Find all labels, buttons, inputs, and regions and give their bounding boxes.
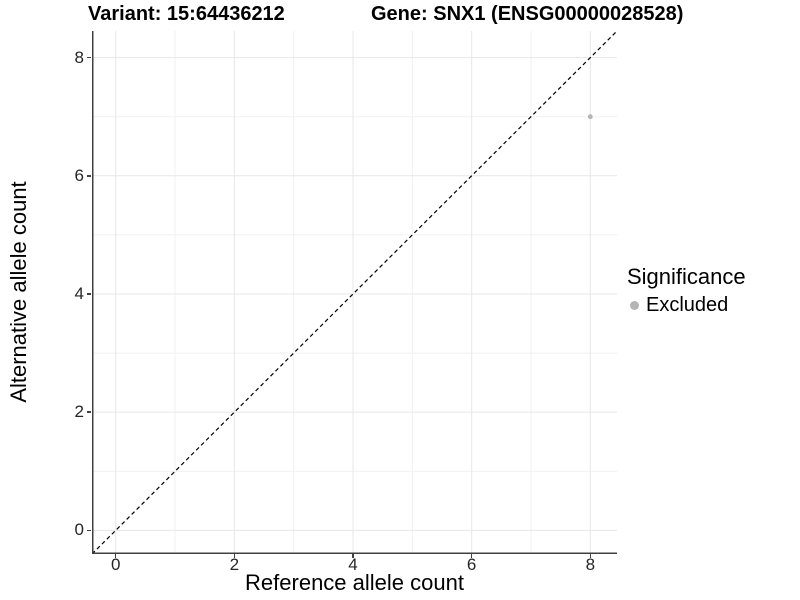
plot-panel [92,31,617,554]
x-tick-label: 0 [110,555,121,574]
legend-point-icon [630,300,639,310]
y-tick-mark [87,411,91,413]
x-axis-title: Reference allele count [245,570,464,595]
x-tick-label: 6 [466,555,477,574]
x-tick-mark [114,554,117,558]
y-tick-label: 8 [74,47,84,67]
y-tick-mark [87,529,91,532]
y-tick-label: 0 [74,520,84,540]
y-tick-label: 2 [74,402,84,422]
variant-title: Variant: 15:64436212 [88,3,285,25]
x-tick-label: 8 [585,555,596,574]
y-tick-mark [87,175,91,177]
gene-title: Gene: SNX1 (ENSG00000028528) [371,3,684,25]
y-tick-label: 6 [74,165,84,185]
data-point [587,114,593,120]
x-tick-mark [470,554,473,558]
legend-items: Excluded [627,293,746,317]
legend-item: Excluded [627,293,746,317]
y-axis-title: Alternative allele count [6,181,31,403]
legend-title: Significance [627,264,746,289]
plot-canvas [92,31,617,554]
y-tick-mark [87,293,91,295]
y-tick-label: 4 [74,283,84,303]
x-tick-label: 4 [348,555,358,574]
y-tick-mark [87,56,91,59]
x-tick-mark [589,554,592,558]
x-tick-mark [233,554,236,558]
x-tick-label: 2 [229,555,240,574]
legend-item-label: Excluded [646,294,729,316]
legend: Significance Excluded [627,264,746,317]
identity-reference-line [92,31,617,554]
x-tick-mark [352,554,354,558]
